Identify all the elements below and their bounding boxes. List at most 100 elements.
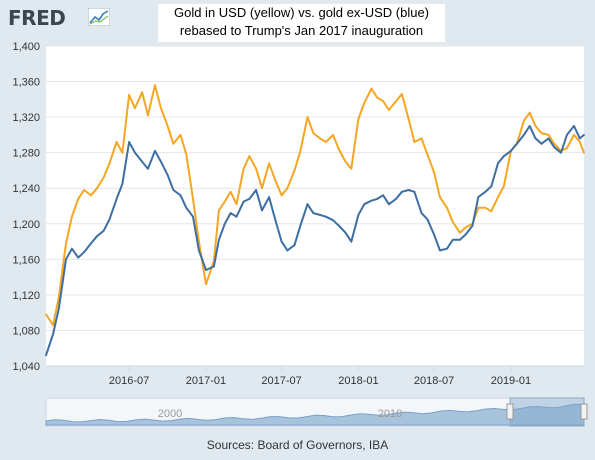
data-point-blue xyxy=(324,215,327,218)
data-point-blue xyxy=(497,162,499,165)
data-point-yellow xyxy=(115,141,118,143)
data-point-blue xyxy=(407,189,410,191)
data-point-blue xyxy=(115,197,118,200)
data-point-yellow xyxy=(573,133,575,136)
data-point-blue xyxy=(172,189,175,191)
data-point-yellow xyxy=(58,295,60,298)
time-navigator[interactable]: 2000 2010 xyxy=(45,397,588,427)
data-point-yellow xyxy=(337,148,340,151)
data-point-blue xyxy=(376,197,379,200)
data-point-blue xyxy=(185,206,188,209)
source-note: Sources: Board of Governors, IBA xyxy=(206,438,389,452)
data-point-yellow xyxy=(344,160,347,163)
data-point-blue xyxy=(363,203,366,206)
data-point-blue xyxy=(192,215,194,218)
data-point-yellow xyxy=(242,167,245,170)
data-point-blue xyxy=(45,354,47,357)
data-point-blue xyxy=(154,149,156,152)
data-point-yellow xyxy=(426,153,429,156)
data-point-blue xyxy=(197,249,200,252)
y-tick-label: 1,280 xyxy=(12,148,40,160)
data-point-yellow xyxy=(332,133,334,136)
data-point-blue xyxy=(547,137,550,140)
series-line-blue xyxy=(45,125,585,356)
data-point-yellow xyxy=(451,221,454,223)
data-point-yellow xyxy=(248,155,251,158)
data-point-blue xyxy=(578,137,581,140)
data-point-blue xyxy=(108,218,111,221)
data-point-yellow xyxy=(218,209,220,212)
data-point-yellow xyxy=(547,133,550,136)
data-point-yellow xyxy=(235,203,238,206)
data-point-yellow xyxy=(388,109,390,111)
data-point-yellow xyxy=(268,162,270,165)
y-tick-label: 1,200 xyxy=(12,219,40,231)
data-point-blue xyxy=(484,190,487,193)
data-point-blue xyxy=(299,224,302,227)
y-tick-label: 1,400 xyxy=(12,41,40,53)
navigator-label: 2000 xyxy=(158,408,182,420)
data-point-yellow xyxy=(166,125,169,127)
data-point-blue xyxy=(70,247,73,250)
data-point-yellow xyxy=(370,87,373,90)
data-point-yellow xyxy=(192,197,194,200)
data-point-yellow xyxy=(159,107,162,110)
y-tick-label: 1,240 xyxy=(12,183,40,195)
data-point-blue xyxy=(534,137,537,140)
data-point-blue xyxy=(573,125,575,127)
data-point-blue xyxy=(229,212,232,215)
data-point-blue xyxy=(218,238,220,241)
data-point-blue xyxy=(382,194,384,197)
data-point-yellow xyxy=(293,169,296,172)
data-point-yellow xyxy=(433,171,435,174)
y-tick-label: 1,120 xyxy=(12,290,40,302)
data-point-blue xyxy=(471,224,474,227)
data-point-blue xyxy=(438,249,441,252)
data-point-yellow xyxy=(274,178,276,181)
data-point-yellow xyxy=(502,185,505,188)
data-point-yellow xyxy=(255,167,258,170)
data-point-yellow xyxy=(578,141,581,143)
data-point-blue xyxy=(553,146,556,149)
data-point-blue xyxy=(560,151,562,154)
data-point-blue xyxy=(451,238,454,241)
data-point-yellow xyxy=(108,162,111,165)
data-point-blue xyxy=(141,160,143,163)
plot-background xyxy=(46,46,584,366)
data-point-yellow xyxy=(128,93,131,96)
data-point-yellow xyxy=(286,187,289,190)
y-tick-label: 1,320 xyxy=(12,112,40,124)
data-point-blue xyxy=(248,197,251,200)
data-point-blue xyxy=(58,307,60,310)
data-point-yellow xyxy=(306,116,309,119)
data-point-yellow xyxy=(407,117,410,120)
x-tick-label: 2017-07 xyxy=(261,375,301,387)
navigator-window[interactable] xyxy=(509,397,585,427)
data-point-blue xyxy=(312,212,315,215)
data-point-yellow xyxy=(223,200,226,203)
data-point-blue xyxy=(90,242,93,245)
data-point-yellow xyxy=(205,283,207,286)
data-point-yellow xyxy=(312,132,315,135)
data-point-blue xyxy=(344,231,347,234)
data-point-yellow xyxy=(413,141,416,143)
navigator-handle[interactable] xyxy=(580,403,588,420)
data-point-blue xyxy=(565,133,568,136)
data-point-blue xyxy=(286,249,289,252)
data-point-blue xyxy=(274,217,276,220)
data-point-blue xyxy=(337,224,340,227)
y-tick-label: 1,040 xyxy=(12,361,40,373)
data-point-blue xyxy=(261,209,263,212)
data-point-blue xyxy=(540,142,543,145)
data-point-yellow xyxy=(141,91,143,94)
data-point-yellow xyxy=(134,107,136,110)
x-axis: 2016-07 2017-01 2017-07 2018-01 2018-07 2019-… xyxy=(46,365,584,387)
data-point-yellow xyxy=(420,137,423,140)
data-point-yellow xyxy=(77,197,80,200)
data-point-blue xyxy=(350,240,353,243)
data-point-yellow xyxy=(147,114,149,117)
navigator-handle[interactable] xyxy=(506,403,514,420)
data-point-yellow xyxy=(96,187,98,190)
data-point-yellow xyxy=(565,147,568,150)
data-point-blue xyxy=(235,215,238,218)
